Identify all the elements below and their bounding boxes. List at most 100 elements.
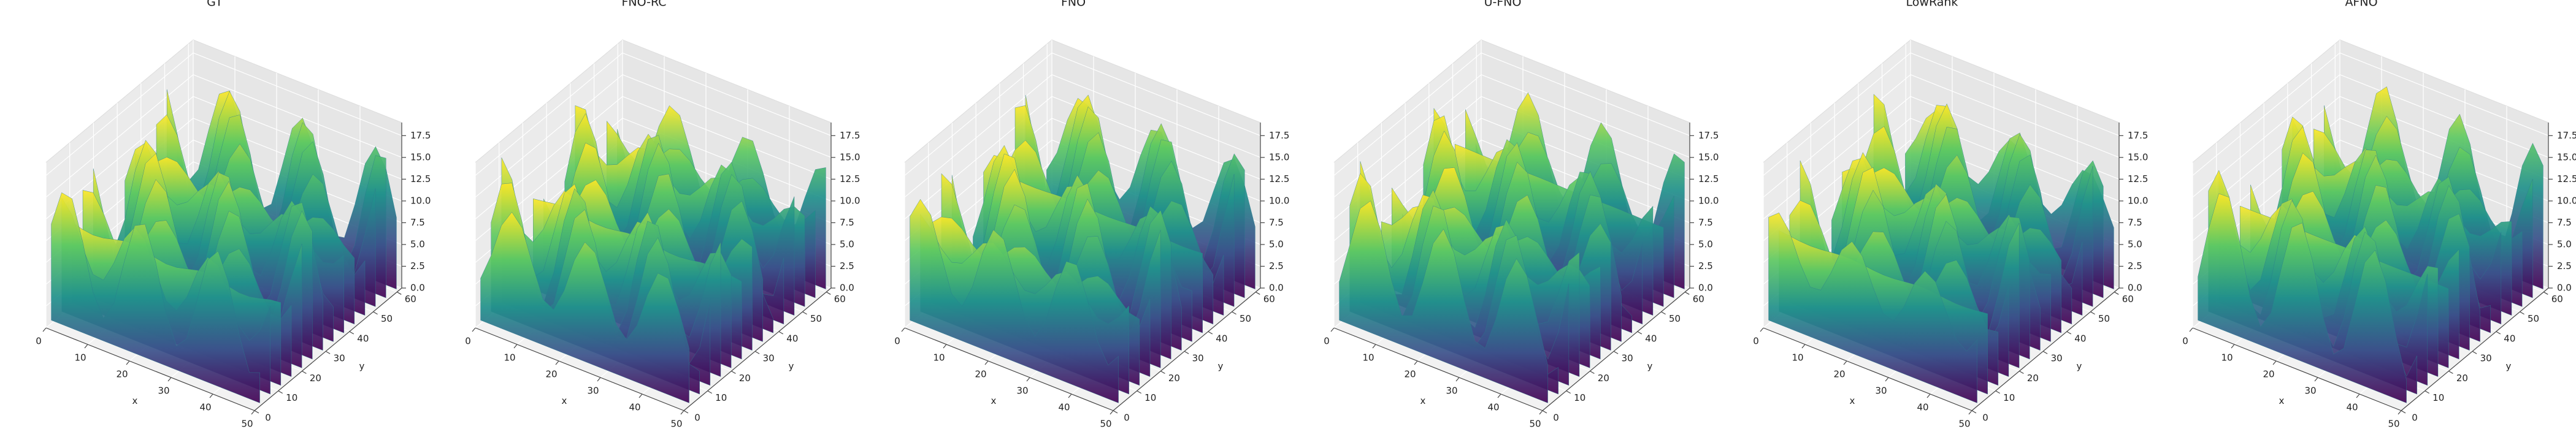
tick-mark — [901, 327, 905, 332]
x-tick-label: 30 — [1016, 385, 1028, 397]
z-tick-label: 12.5 — [840, 173, 860, 184]
grid-line — [1481, 96, 1690, 180]
tick-mark — [209, 393, 213, 398]
z-tick-label: 12.5 — [2128, 173, 2148, 184]
z-tick-label: 10.0 — [840, 195, 860, 206]
y-tick-label: 60 — [2122, 294, 2134, 305]
y-axis-line — [2401, 287, 2549, 411]
x-tick-label: 40 — [1058, 402, 1070, 413]
tick-mark — [2231, 344, 2235, 349]
tick-mark — [1843, 360, 1847, 365]
y-tick-label: 20 — [739, 373, 751, 384]
tick-mark — [2189, 327, 2193, 332]
tick-mark — [84, 344, 88, 349]
y-tick-label: 0 — [694, 412, 700, 423]
tick-mark — [1232, 311, 1236, 315]
x-tick-label: 50 — [670, 419, 682, 429]
surface-ribbon — [2198, 193, 2407, 403]
surface-ribbon — [910, 199, 1119, 403]
z-tick-label: 7.5 — [410, 217, 425, 228]
grid-line — [475, 52, 623, 176]
tick-mark — [2401, 410, 2406, 414]
panel-title: GT — [207, 0, 223, 9]
x-tick-label: 50 — [1958, 419, 1970, 429]
y-tick-label: 50 — [1669, 313, 1681, 324]
x-axis-line — [45, 327, 255, 411]
y-axis-label: y — [2077, 361, 2082, 372]
tick-mark — [2042, 351, 2048, 354]
panel-title: U-FNO — [1484, 0, 1522, 9]
y-tick-label: 50 — [1240, 313, 1251, 324]
y-tick-label: 10 — [286, 392, 297, 403]
grid-line — [1481, 74, 1690, 158]
y-tick-label: 60 — [1693, 294, 1704, 305]
tick-mark — [1330, 327, 1335, 332]
x-tick-label: 30 — [2304, 385, 2316, 397]
tick-mark — [1026, 377, 1030, 382]
z-tick-label: 10.0 — [410, 195, 431, 206]
x-axis-label: x — [562, 395, 567, 406]
z-tick-label: 15.0 — [1269, 151, 1289, 162]
panel: 0 10 20 30 40 50 0 10 20 30 40 50 600.0 2.5 5.0 7.5 10.0… — [2182, 0, 2576, 429]
y-tick-label: 20 — [1168, 373, 1180, 384]
y-tick-label: 20 — [2456, 373, 2468, 384]
tick-mark — [167, 377, 172, 382]
y-tick-label: 50 — [810, 313, 822, 324]
tick-mark — [1414, 360, 1418, 365]
tick-mark — [472, 327, 476, 332]
y-tick-label: 60 — [1263, 294, 1275, 305]
x-axis-line — [1333, 327, 1543, 411]
x-axis-label: x — [2279, 395, 2285, 406]
grid-line — [904, 74, 1052, 198]
tick-mark — [1542, 410, 1547, 414]
tick-mark — [802, 311, 807, 315]
z-tick-label: 12.5 — [1269, 173, 1289, 184]
tick-mark — [2066, 331, 2072, 335]
z-tick-label: 17.5 — [410, 130, 431, 141]
y-tick-label: 10 — [715, 392, 727, 403]
grid-line — [1333, 74, 1482, 198]
x-tick-label: 20 — [545, 369, 557, 380]
grid-line — [193, 52, 402, 136]
y-tick-label: 40 — [2504, 333, 2515, 344]
y-tick-label: 50 — [2528, 313, 2539, 324]
y-tick-label: 30 — [334, 353, 345, 364]
y-tick-label: 10 — [1574, 392, 1585, 403]
tick-mark — [278, 390, 283, 394]
tick-mark — [2398, 410, 2402, 415]
tick-mark — [513, 344, 518, 349]
x-axis-line — [1763, 327, 1972, 411]
grid-line — [1051, 74, 1261, 158]
y-tick-label: 40 — [1216, 333, 1227, 344]
y-tick-label: 30 — [1622, 353, 1633, 364]
z-tick-label: 2.5 — [2128, 260, 2142, 271]
y-tick-label: 50 — [381, 313, 393, 324]
x-tick-label: 40 — [1917, 402, 1928, 413]
tick-mark — [251, 410, 255, 415]
grid-line — [475, 74, 623, 198]
tick-mark — [1613, 351, 1619, 354]
tick-mark — [254, 410, 259, 414]
y-tick-label: 30 — [2051, 353, 2063, 364]
tick-mark — [396, 291, 402, 295]
tick-mark — [1971, 410, 1977, 414]
panel: 0 10 20 30 40 50 0 10 20 30 40 50 600.0 2.5 5.0 7.5 10.0… — [1753, 0, 2148, 429]
z-tick-label: 12.5 — [1698, 173, 1719, 184]
x-tick-label: 40 — [199, 402, 211, 413]
y-tick-label: 40 — [357, 333, 369, 344]
tick-mark — [1208, 331, 1213, 335]
tick-mark — [1684, 291, 1690, 295]
y-axis-label: y — [359, 361, 365, 372]
z-tick-label: 15.0 — [2557, 151, 2576, 162]
y-tick-label: 60 — [834, 294, 846, 305]
z-tick-label: 17.5 — [2557, 130, 2576, 141]
tick-mark — [1885, 377, 1889, 382]
tick-mark — [597, 377, 601, 382]
z-tick-label: 7.5 — [2128, 217, 2142, 228]
z-tick-label: 17.5 — [840, 130, 860, 141]
y-tick-label: 0 — [265, 412, 271, 423]
tick-mark — [1160, 370, 1165, 374]
x-tick-label: 20 — [1833, 369, 1845, 380]
z-tick-label: 10.0 — [2557, 195, 2576, 206]
